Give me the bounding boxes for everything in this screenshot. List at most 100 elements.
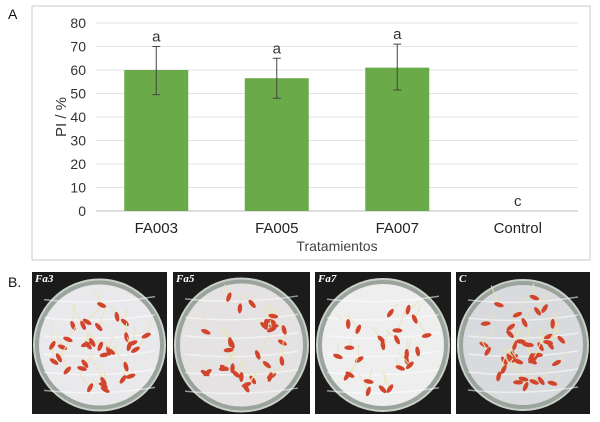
sprout [533,283,535,298]
y-tick-label-1: 10 [70,180,86,196]
seed [386,384,394,393]
sprout [537,292,547,312]
sprout [349,358,359,375]
seed [98,382,108,389]
seed [529,379,539,385]
seed [344,345,355,350]
seed [97,302,107,308]
seed [522,381,529,392]
seed [543,333,554,340]
sprout [235,359,243,375]
paper-fold [467,368,579,376]
seed [266,319,277,325]
seed [99,352,110,358]
seed [82,318,92,326]
seed [223,347,234,353]
seed [529,294,540,301]
seed [378,385,387,394]
sprout [357,344,360,360]
y-tick-label-0: 0 [78,203,86,219]
sprout [476,332,489,352]
sprout [347,314,359,330]
seed [239,372,244,383]
seed [404,348,409,359]
seed [97,341,104,351]
seed [228,337,233,348]
seed [547,380,558,386]
sprout [145,318,154,336]
seed [415,346,421,357]
x-tick-label-fa007: FA007 [376,220,419,237]
seed [395,365,406,371]
y-tick-label-4: 40 [70,109,86,125]
seed [528,356,537,364]
panel-b-letter: B. [8,274,22,290]
significance-letter-fa005: a [273,40,282,57]
significance-letter-fa007: a [393,26,402,43]
seed [267,372,273,382]
x-axis-label: Tratamientos [296,238,377,254]
seed [513,380,524,385]
seed [241,382,252,388]
sprout [483,328,496,345]
sprout [202,312,207,332]
significance-letter-control: c [514,193,522,210]
paper-fold [326,386,440,394]
seed [49,340,56,350]
seed [125,373,136,379]
seed [355,324,362,334]
seed [84,341,92,350]
seed [218,366,229,372]
seed [226,292,232,302]
paper-fold [43,314,156,321]
paper-fold [326,368,440,376]
bar-fa007 [365,67,430,212]
significance-letter-fa003: a [152,29,161,46]
panel-a-letter: A [8,6,18,22]
sprout [510,360,519,383]
seed [496,371,502,382]
seed [249,375,257,385]
seed [55,353,63,363]
seed [521,318,528,328]
seed [500,356,508,366]
seed [119,375,127,384]
seed [345,318,351,329]
germination-photos: Fa3 Fa5 Fa7 C [32,272,590,414]
seed [392,328,403,333]
seed [506,353,513,363]
seed [100,376,107,386]
sprout [490,285,500,305]
seed [421,333,432,338]
sprout [50,323,53,346]
seed [279,356,285,367]
sprout [358,373,369,392]
seed [405,304,411,315]
seed [480,321,491,326]
sprout [86,307,101,323]
sprout [81,356,94,369]
sprout [257,336,270,356]
seed [537,342,544,352]
seed [63,366,72,375]
seed [87,383,94,393]
seed [557,335,566,344]
paper-fold [43,295,156,303]
seed [268,313,279,319]
paper-fold [184,313,299,321]
paper-fold [43,332,156,340]
sprout [67,321,79,340]
y-tick-label-5: 50 [70,86,86,102]
sprout [525,322,531,345]
seed [411,314,418,324]
seed [365,386,371,397]
photo-fa3: Fa3 [32,272,167,414]
sprout [98,306,107,328]
x-tick-label-control: Control [494,220,542,237]
sprout [398,351,411,366]
seed [100,386,110,393]
seed [552,359,562,367]
seed [511,354,518,363]
photo-label-fa5: Fa5 [176,273,195,285]
paper-fold [467,350,579,358]
